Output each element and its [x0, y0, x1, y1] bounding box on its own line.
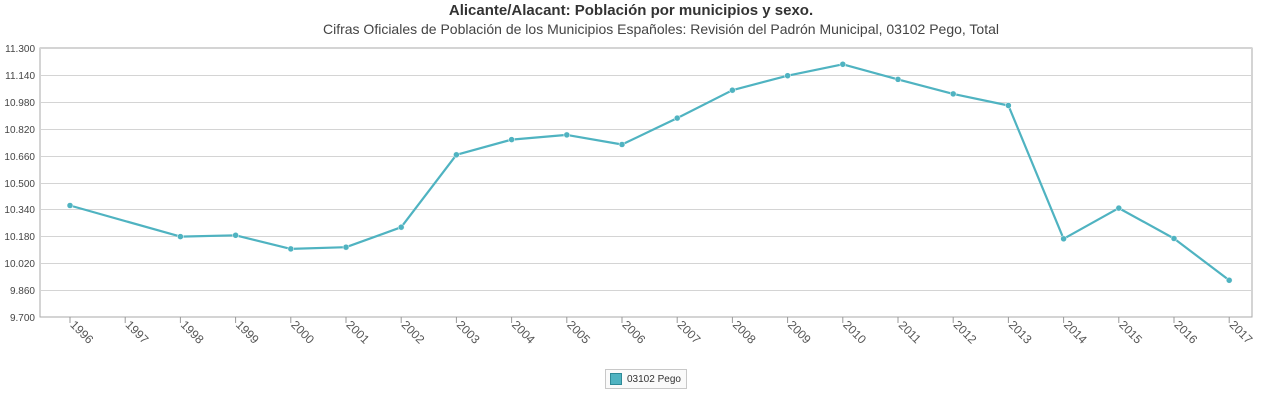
- series-03102-pego: [66, 61, 1233, 284]
- grid-lines: [39, 47, 1253, 318]
- legend-label: 03102 Pego: [627, 373, 681, 385]
- x-tick-label: 2010: [840, 318, 869, 347]
- data-point[interactable]: [1170, 235, 1178, 242]
- x-tick-label: 2013: [1006, 318, 1035, 347]
- x-tick-label: 2008: [730, 318, 759, 347]
- data-point[interactable]: [1115, 204, 1123, 212]
- series-line: [69, 63, 1230, 282]
- y-tick-label: 10.820: [4, 125, 35, 136]
- data-point[interactable]: [453, 151, 460, 159]
- x-tick-label: 2014: [1061, 318, 1090, 347]
- data-point[interactable]: [177, 233, 184, 240]
- legend[interactable]: 03102 Pego: [605, 369, 687, 389]
- x-tick-label: 1996: [67, 318, 96, 347]
- y-tick-label: 9.860: [10, 286, 35, 297]
- data-point[interactable]: [1060, 235, 1067, 243]
- y-tick-label: 10.180: [4, 232, 35, 243]
- chart-subtitle: Cifras Oficiales de Población de los Mun…: [322, 21, 999, 37]
- x-tick-label: 2002: [399, 318, 428, 347]
- x-tick-label: 2007: [675, 318, 704, 347]
- plot-frame: [39, 47, 1253, 318]
- data-point[interactable]: [894, 76, 902, 83]
- x-tick-label: 2017: [1227, 318, 1256, 347]
- legend-swatch: [610, 373, 622, 385]
- data-point[interactable]: [673, 114, 681, 122]
- x-tick-label: 2009: [785, 318, 814, 347]
- data-point[interactable]: [729, 86, 736, 94]
- y-tick-label: 10.660: [4, 152, 35, 163]
- x-tick-label: 2003: [454, 318, 483, 347]
- x-tick-label: 2011: [896, 318, 924, 346]
- data-point[interactable]: [784, 72, 791, 79]
- data-point[interactable]: [618, 141, 626, 148]
- x-tick-label: 2006: [619, 318, 648, 347]
- data-point[interactable]: [949, 90, 957, 98]
- data-point[interactable]: [232, 232, 239, 239]
- y-tick-label: 10.020: [4, 259, 35, 270]
- y-tick-label: 9.700: [10, 313, 35, 324]
- x-tick-label: 2001: [343, 318, 372, 347]
- chart-title: Alicante/Alacant: Población por municipi…: [448, 2, 814, 19]
- data-point[interactable]: [287, 245, 295, 253]
- x-tick-label: 2005: [564, 318, 593, 347]
- x-tick-label: 1998: [178, 318, 207, 347]
- x-tick-label: 2016: [1171, 318, 1200, 347]
- x-tick-label: 2004: [509, 318, 538, 347]
- x-axis: 1996 1997 1998 1999 2000 2001 2002 2003 2004 2005…: [67, 317, 1256, 347]
- data-point[interactable]: [839, 61, 847, 68]
- y-tick-label: 10.980: [4, 98, 35, 109]
- data-point[interactable]: [1005, 102, 1012, 109]
- x-tick-label: 2000: [288, 318, 317, 347]
- y-tick-label: 10.340: [4, 205, 35, 216]
- data-point[interactable]: [66, 202, 74, 209]
- x-tick-label: 1999: [233, 318, 262, 347]
- data-point[interactable]: [342, 243, 350, 251]
- y-axis: 11.300 11.140 10.980 10.820 10.660 10.500 10.3…: [4, 44, 35, 324]
- data-point[interactable]: [508, 136, 515, 143]
- x-tick-label: 2015: [1116, 318, 1145, 347]
- y-tick-label: 11.140: [5, 71, 35, 82]
- data-point[interactable]: [1225, 277, 1233, 284]
- y-tick-label: 10.500: [4, 179, 35, 190]
- data-point[interactable]: [563, 131, 571, 139]
- x-tick-label: 1997: [123, 318, 152, 347]
- x-tick-label: 2012: [951, 318, 980, 347]
- data-point[interactable]: [397, 223, 405, 231]
- y-tick-label: 11.300: [5, 44, 35, 55]
